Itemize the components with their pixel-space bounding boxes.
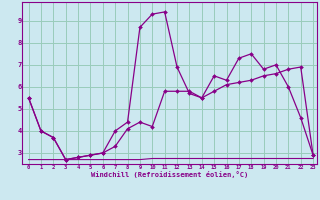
X-axis label: Windchill (Refroidissement éolien,°C): Windchill (Refroidissement éolien,°C) bbox=[91, 171, 248, 178]
